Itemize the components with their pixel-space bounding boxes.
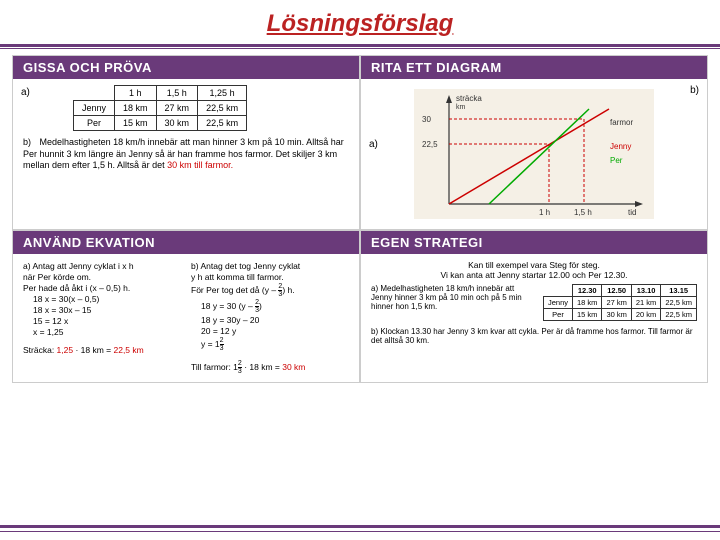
strategy-intro: Kan till exempel vara Steg för steg. Vi … xyxy=(371,260,697,280)
panel-rita: RITA ETT DIAGRAM a) b) sträcka km tid 30… xyxy=(360,55,708,230)
divider xyxy=(0,531,720,532)
panel-header: ANVÄND EKVATION xyxy=(13,231,359,254)
svg-text:1,5 h: 1,5 h xyxy=(574,208,592,217)
divider xyxy=(0,48,720,49)
equation-col-a: a) Antag att Jenny cyklat i x h när Per … xyxy=(23,260,181,376)
table-row: Per 15 km 30 km 22,5 km xyxy=(74,116,247,131)
text-a: a) Medelhastigheten 18 km/h innebär att … xyxy=(371,284,537,311)
svg-text:22,5: 22,5 xyxy=(422,140,438,149)
table-row: Jenny 18 km 27 km 22,5 km xyxy=(74,101,247,116)
label-b: b) xyxy=(690,85,699,96)
panel-header: GISSA OCH PRÖVA xyxy=(13,56,359,79)
svg-text:sträcka: sträcka xyxy=(456,94,482,103)
panel-grid: GISSA OCH PRÖVA a) 1 h 1,5 h 1,25 h Jenn… xyxy=(0,55,720,383)
panel-strategi: EGEN STRATEGI Kan till exempel vara Steg… xyxy=(360,230,708,383)
panel-gissa: GISSA OCH PRÖVA a) 1 h 1,5 h 1,25 h Jenn… xyxy=(12,55,360,230)
table-row: Jenny 18 km 27 km 21 km 22,5 km xyxy=(543,297,696,309)
col-header: 1,25 h xyxy=(198,86,247,101)
distance-time-chart: sträcka km tid 30 22,5 1 h 1,5 h farmor … xyxy=(414,89,654,219)
svg-text:30: 30 xyxy=(422,115,431,124)
panel-header: RITA ETT DIAGRAM xyxy=(361,56,707,79)
label-a: a) xyxy=(23,261,31,271)
svg-text:Per: Per xyxy=(610,156,623,165)
svg-text:Jenny: Jenny xyxy=(610,142,631,151)
label-a: a) xyxy=(371,284,378,293)
divider xyxy=(0,44,720,47)
svg-text:farmor: farmor xyxy=(610,118,633,127)
panel-header: EGEN STRATEGI xyxy=(361,231,707,254)
label-b: b) xyxy=(23,137,31,147)
divider xyxy=(0,525,720,528)
svg-text:km: km xyxy=(456,104,466,111)
svg-text:1 h: 1 h xyxy=(539,208,550,217)
label-b: b) xyxy=(371,327,378,336)
label-a: a) xyxy=(21,87,30,98)
text-b: b) Klockan 13.30 har Jenny 3 km kvar att… xyxy=(371,327,697,345)
label-b: b) xyxy=(191,261,199,271)
table-gissa: 1 h 1,5 h 1,25 h Jenny 18 km 27 km 22,5 … xyxy=(73,85,247,131)
svg-text:tid: tid xyxy=(628,208,636,217)
panel-ekvation: ANVÄND EKVATION a) Antag att Jenny cykla… xyxy=(12,230,360,383)
table-strategi: 12.30 12.50 13.10 13.15 Jenny 18 km 27 k… xyxy=(543,284,697,321)
equation-col-b: b) Antag det tog Jenny cyklat y h att ko… xyxy=(191,260,349,376)
col-header: 1,5 h xyxy=(156,86,198,101)
page-title: Lösningsförslag xyxy=(0,0,720,40)
text-b: b) Medelhastigheten 18 km/h innebär att … xyxy=(23,137,349,172)
label-a: a) xyxy=(369,139,378,150)
table-row: Per 15 km 30 km 20 km 22,5 km xyxy=(543,309,696,321)
col-header: 1 h xyxy=(115,86,157,101)
